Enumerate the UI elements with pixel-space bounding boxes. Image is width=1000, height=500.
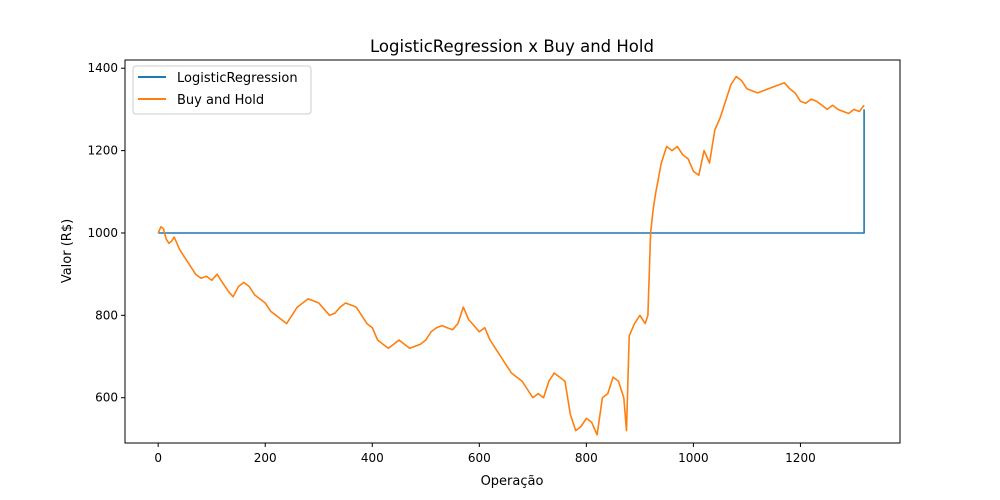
legend-box — [132, 65, 312, 115]
legend-label-logisticregression: LogisticRegression — [177, 71, 298, 86]
y-axis: 600 800 1000 1200 1400 — [87, 61, 125, 405]
legend-label-buy-and-hold: Buy and Hold — [177, 93, 264, 108]
y-tick-label: 1000 — [87, 226, 118, 240]
x-tick-label: 600 — [468, 451, 491, 465]
plot-area-frame — [124, 59, 901, 444]
x-tick-label: 400 — [361, 451, 384, 465]
chart-title: LogisticRegression x Buy and Hold — [370, 37, 654, 56]
y-axis-label: Valor (R$) — [60, 219, 75, 283]
series-line-logisticregression — [158, 109, 865, 234]
x-tick-label: 800 — [575, 451, 598, 465]
x-tick-label: 1200 — [785, 451, 816, 465]
y-tick-label: 600 — [95, 391, 118, 405]
y-tick-label: 1400 — [87, 61, 118, 75]
y-tick-label: 800 — [95, 308, 118, 322]
x-tick-label: 200 — [254, 451, 277, 465]
x-axis-label: Operação — [481, 474, 544, 489]
y-tick-label: 1200 — [87, 144, 118, 158]
series-line-buy-and-hold — [157, 75, 865, 436]
legend: LogisticRegression Buy and Hold — [132, 65, 312, 115]
x-tick-label: 0 — [154, 451, 162, 465]
x-tick-label: 1000 — [678, 451, 709, 465]
x-axis: 0 200 400 600 800 1000 1200 — [154, 443, 816, 465]
